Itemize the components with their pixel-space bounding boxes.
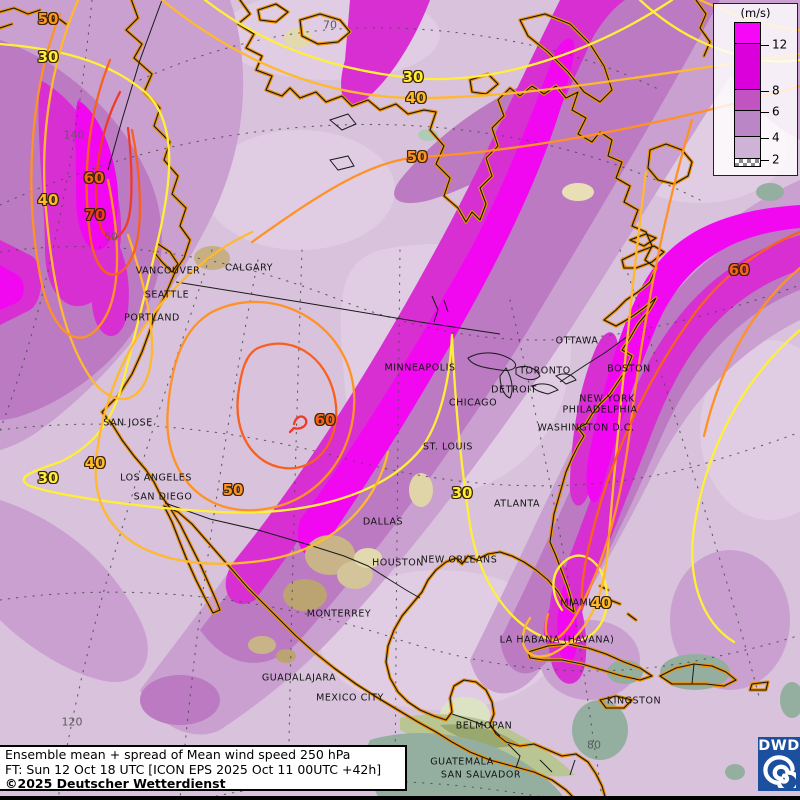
city-label-new-orleans: NEW ORLEANS xyxy=(420,554,498,566)
city-label-detroit: DETROIT xyxy=(491,384,537,396)
legend-tick-mark xyxy=(761,138,769,139)
legend-segment-6-8 xyxy=(734,89,761,111)
contour-label-50: 50 xyxy=(406,148,428,166)
product-title: Ensemble mean + spread of Mean wind spee… xyxy=(5,747,351,762)
contour-label-50: 50 xyxy=(222,481,244,499)
city-label-belmopan: BELMOPAN xyxy=(455,720,513,732)
contour-label-50: 50 xyxy=(37,10,59,28)
contour-label-70: 70 xyxy=(84,206,106,224)
contour-label-30: 30 xyxy=(37,469,59,487)
copyright: ©2025 Deutscher Wetterdienst xyxy=(5,776,226,791)
city-label-minneapolis: MINNEAPOLIS xyxy=(384,362,456,374)
legend-tick-mark xyxy=(761,112,769,113)
legend-tick-label-12: 12 xyxy=(772,37,788,52)
title-block: Ensemble mean + spread of Mean wind spee… xyxy=(0,745,407,791)
city-label-atlanta: ATLANTA xyxy=(493,498,541,510)
dwd-logo: DWD xyxy=(758,737,800,791)
city-label-portland: PORTLAND xyxy=(124,312,180,324)
city-label-philadelphia: PHILADELPHIA xyxy=(562,404,638,416)
legend-tick-mark xyxy=(761,91,769,92)
legend-tick-mark xyxy=(761,45,769,46)
city-label-san-salvador: SAN SALVADOR xyxy=(440,769,522,781)
legend-box: (m/s) 12 8 6 4 2 xyxy=(713,3,798,176)
city-label-san-diego: SAN DIEGO xyxy=(133,491,193,503)
graticule-label-70: 70 xyxy=(323,18,337,32)
legend-segment-4-6 xyxy=(734,110,761,137)
city-label-los-angeles: LOS ANGELES xyxy=(120,472,192,484)
city-label-miami: MIAMI xyxy=(560,597,592,609)
contour-label-40: 40 xyxy=(405,89,427,107)
city-label-mexico-city: MEXICO CITY xyxy=(316,692,384,704)
city-label-ottawa: OTTAWA xyxy=(555,335,599,347)
legend-unit-label: (m/s) xyxy=(740,6,771,20)
legend-segment->12 xyxy=(734,22,761,44)
legend-color-bar: 12 8 6 4 2 xyxy=(734,22,787,167)
contour-label-30: 30 xyxy=(402,68,424,86)
city-label-boston: BOSTON xyxy=(607,363,651,375)
dwd-logo-text: DWD xyxy=(758,738,800,754)
city-label-chicago: CHICAGO xyxy=(448,397,498,409)
city-label-new-york: NEW YORK xyxy=(579,393,635,405)
city-label-dallas: DALLAS xyxy=(362,516,404,528)
legend-segment-2-4 xyxy=(734,136,761,159)
forecast-time: FT: Sun 12 Oct 18 UTC [ICON EPS 2025 Oct… xyxy=(5,761,382,777)
borders-lakes-layer xyxy=(107,0,695,776)
bottom-border-bar xyxy=(0,796,800,800)
city-label-vancouver: VANCOUVER xyxy=(135,265,201,277)
legend-tick-mark xyxy=(761,160,769,161)
city-label-toronto: TORONTO xyxy=(519,365,571,377)
graticule-label-120: 120 xyxy=(61,715,83,729)
city-label-kingston: KINGSTON xyxy=(606,695,662,707)
graticule-label-140: 140 xyxy=(63,128,85,142)
contour-label-30: 30 xyxy=(37,48,59,66)
contour-label-60: 60 xyxy=(83,169,105,187)
legend-tick-label-8: 8 xyxy=(772,83,780,98)
city-label-san-jose: SAN JOSE xyxy=(103,417,153,429)
city-label-houston: HOUSTON xyxy=(372,557,424,569)
contour-label-30: 30 xyxy=(451,484,473,502)
legend-segment-<2 xyxy=(734,158,761,167)
contour-label-40: 40 xyxy=(590,594,612,612)
city-label-st-louis: ST. LOUIS xyxy=(423,441,473,453)
city-label-monterrey: MONTERREY xyxy=(306,608,372,620)
legend-segment-8-12 xyxy=(734,43,761,90)
legend-tick-label-6: 6 xyxy=(772,104,780,119)
contour-label-40: 40 xyxy=(84,454,106,472)
city-label-guadalajara: GUADALAJARA xyxy=(261,672,337,684)
contour-label-60: 60 xyxy=(728,261,750,279)
city-label-seattle: SEATTLE xyxy=(144,289,190,301)
city-label-la-habana-havana-: LA HABANA (HAVANA) xyxy=(499,634,615,646)
city-label-washington-d-c-: WASHINGTON D.C. xyxy=(537,422,635,434)
legend-tick-label-4: 4 xyxy=(772,130,780,145)
graticule-label-50: 50 xyxy=(104,230,118,244)
terrain-patches xyxy=(194,28,800,800)
graticule-label-80: 80 xyxy=(587,738,601,752)
contour-label-40: 40 xyxy=(37,191,59,209)
city-label-calgary: CALGARY xyxy=(225,262,273,274)
contour-label-60: 60 xyxy=(314,411,336,429)
dwd-spiral-icon xyxy=(763,755,796,788)
city-label-guatemala: GUATEMALA xyxy=(430,756,494,768)
legend-tick-label-2: 2 xyxy=(772,152,780,167)
